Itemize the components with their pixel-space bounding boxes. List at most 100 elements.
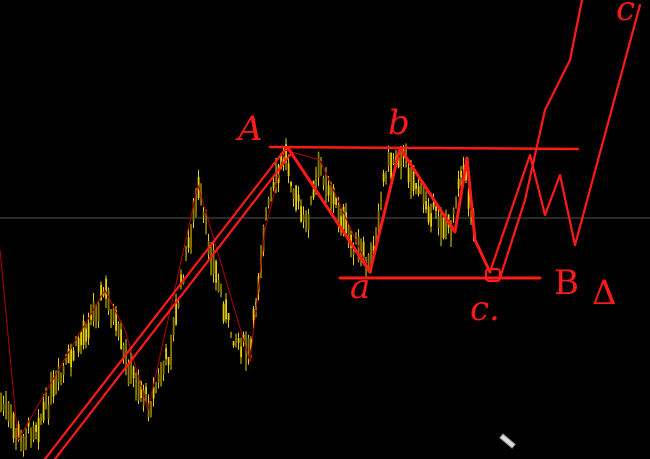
candle-body bbox=[27, 421, 30, 427]
candle-body bbox=[430, 213, 432, 227]
candle-body bbox=[335, 197, 337, 205]
candle-body bbox=[145, 386, 147, 394]
candle-body bbox=[42, 401, 45, 421]
candle-body bbox=[112, 308, 115, 322]
label-c: c bbox=[616, 0, 636, 29]
candle-body bbox=[315, 173, 317, 187]
candle-body bbox=[222, 303, 225, 322]
c-point-marker bbox=[484, 267, 502, 283]
candle-body bbox=[110, 309, 112, 327]
resistance-line bbox=[268, 145, 580, 151]
candle-body bbox=[100, 284, 102, 301]
label-a: a bbox=[350, 267, 371, 307]
candle-body bbox=[132, 367, 135, 379]
candle-body bbox=[167, 357, 170, 365]
candle-body bbox=[377, 210, 380, 230]
candle-body bbox=[370, 246, 372, 272]
candle-body bbox=[185, 246, 187, 258]
wave-abc-line bbox=[286, 146, 492, 274]
candle-body bbox=[125, 348, 127, 366]
candle-body bbox=[337, 204, 340, 226]
candle-body bbox=[37, 417, 40, 443]
candle-body bbox=[7, 402, 10, 422]
candle-body bbox=[57, 366, 60, 383]
candle-body bbox=[22, 436, 25, 451]
candle-body bbox=[172, 317, 175, 336]
candle-body bbox=[152, 386, 155, 399]
candle-body bbox=[285, 144, 287, 163]
candle-body bbox=[380, 192, 382, 202]
candle-body bbox=[460, 171, 462, 178]
candle-body bbox=[382, 173, 385, 182]
candle-body bbox=[162, 360, 165, 375]
candle-body bbox=[330, 183, 332, 208]
candle-body bbox=[327, 185, 330, 196]
candle-body bbox=[97, 302, 100, 322]
candle-body bbox=[417, 186, 420, 195]
candle-body bbox=[217, 279, 220, 292]
candle-body bbox=[320, 162, 322, 170]
candle-body bbox=[317, 152, 320, 178]
candle-body bbox=[252, 309, 255, 321]
candle-body bbox=[300, 205, 302, 222]
candle-body bbox=[400, 149, 402, 172]
candle-body bbox=[290, 181, 292, 187]
candle-body bbox=[457, 178, 460, 189]
candle-body bbox=[90, 314, 92, 320]
candle-body bbox=[372, 245, 375, 256]
candle-body bbox=[442, 217, 445, 239]
candle-body bbox=[425, 201, 427, 210]
candle-body bbox=[87, 322, 90, 339]
candle-body bbox=[155, 386, 157, 392]
candle-body bbox=[140, 381, 142, 399]
candle-body bbox=[50, 380, 52, 402]
candle-body bbox=[287, 163, 290, 176]
candle-body bbox=[375, 234, 377, 241]
candle-body bbox=[412, 165, 415, 192]
candle-body bbox=[280, 153, 282, 169]
candle-body bbox=[177, 303, 180, 308]
projection-line-1 bbox=[488, 3, 642, 274]
candle-body bbox=[440, 216, 442, 237]
candle-body bbox=[77, 337, 80, 352]
label-c1: c. bbox=[470, 289, 500, 329]
candle-body bbox=[265, 210, 267, 219]
candle-body bbox=[415, 182, 417, 189]
candle-body bbox=[175, 299, 177, 325]
candle-body bbox=[272, 181, 275, 189]
candle-body bbox=[347, 226, 350, 244]
candle-body bbox=[92, 300, 95, 322]
candle-body bbox=[462, 165, 465, 170]
candle-body bbox=[160, 367, 162, 386]
candle-body bbox=[192, 200, 195, 222]
candle-body bbox=[367, 254, 370, 273]
candle-body bbox=[325, 175, 327, 196]
candle-body bbox=[292, 188, 295, 199]
candle-body bbox=[450, 220, 452, 243]
candle-body bbox=[127, 363, 130, 386]
candle-body bbox=[230, 331, 232, 337]
label-delta: Δ bbox=[592, 273, 617, 313]
candle-body bbox=[70, 346, 72, 368]
candle-body bbox=[445, 218, 447, 235]
candle-body bbox=[452, 208, 455, 215]
candle-body bbox=[422, 184, 425, 205]
candle-body bbox=[245, 341, 247, 362]
candle-body bbox=[120, 329, 122, 350]
candle-body bbox=[232, 341, 235, 346]
candle-body bbox=[465, 171, 467, 181]
candle-body bbox=[10, 413, 12, 419]
candle-body bbox=[220, 288, 222, 295]
candle-body bbox=[135, 375, 137, 395]
candle-body bbox=[332, 187, 335, 205]
candle-body bbox=[305, 211, 307, 230]
candle-body bbox=[390, 153, 392, 178]
candle-body bbox=[30, 431, 32, 443]
candle-body bbox=[407, 167, 410, 183]
candle-body bbox=[82, 321, 85, 345]
candle-body bbox=[60, 375, 62, 381]
candle-body bbox=[95, 304, 97, 325]
